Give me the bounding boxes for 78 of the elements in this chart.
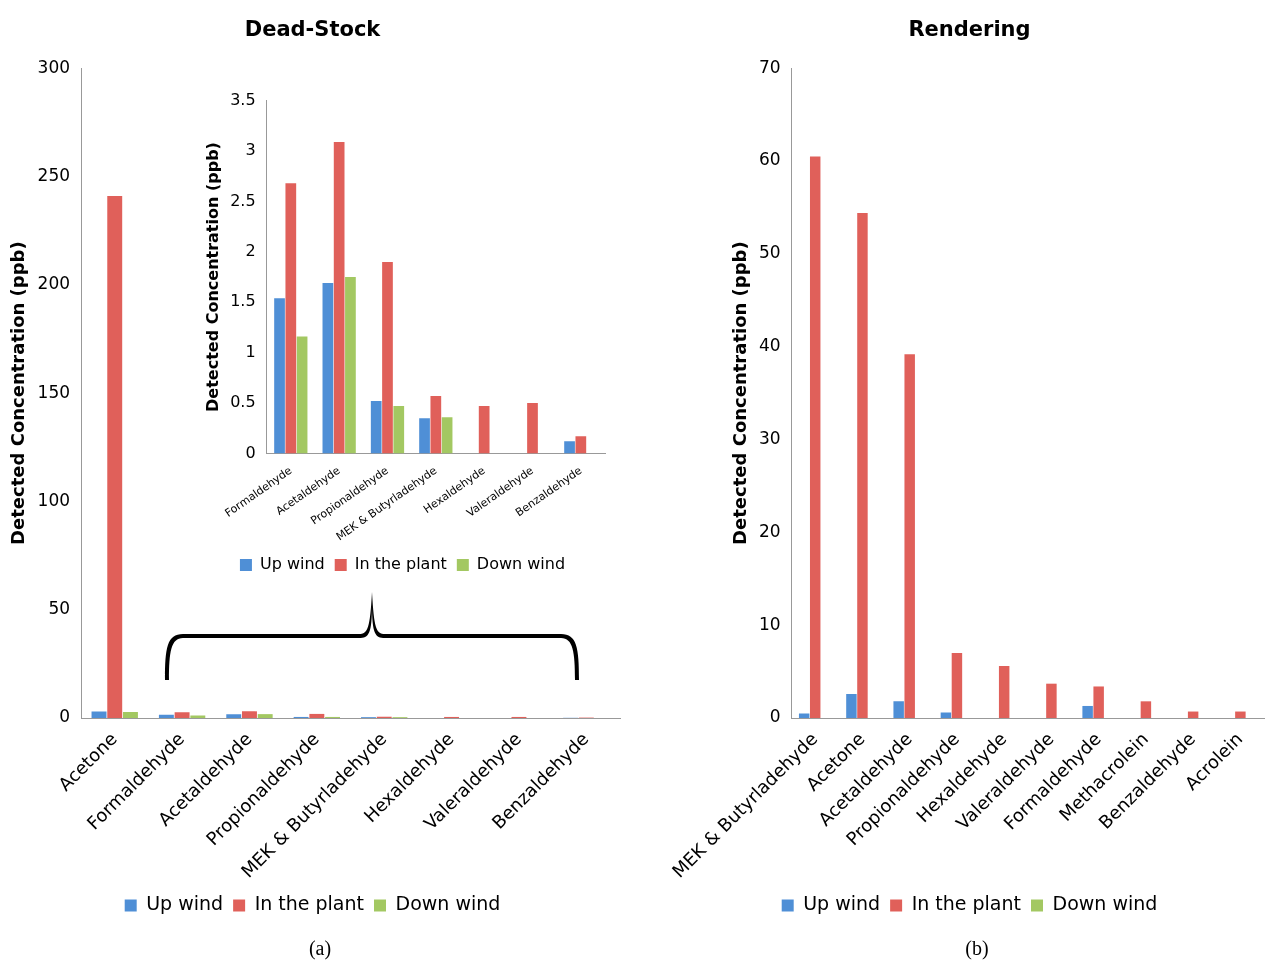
bar <box>478 406 490 454</box>
bar <box>846 693 857 719</box>
y-tick-label: 250 <box>37 164 71 185</box>
bar <box>190 715 206 719</box>
bar <box>441 417 453 454</box>
chart-title: Rendering <box>908 17 1031 42</box>
bar <box>296 336 308 454</box>
y-tick-label: 0 <box>59 706 71 727</box>
legend-label: Up wind <box>146 892 224 915</box>
bar <box>174 712 190 719</box>
y-tick-label: 300 <box>37 56 71 77</box>
bar <box>798 713 810 719</box>
bar <box>998 666 1010 719</box>
bar <box>274 298 285 454</box>
bar <box>904 354 915 719</box>
y-tick-label: 20 <box>758 520 781 541</box>
y-tick-label: 50 <box>758 242 781 263</box>
bar <box>893 701 904 719</box>
legend-label: In the plant <box>354 554 447 574</box>
legend-label: In the plant <box>254 892 365 915</box>
y-tick-label: 2 <box>245 240 256 260</box>
y-axis-title: Detected Concentration (ppb) <box>7 241 29 545</box>
bar <box>1082 705 1093 719</box>
bar <box>285 183 297 454</box>
bar <box>1235 711 1246 719</box>
y-tick-label: 0 <box>769 706 781 727</box>
bar <box>940 712 952 719</box>
bar <box>382 261 393 454</box>
bar <box>226 714 242 719</box>
y-tick-label: 200 <box>37 273 71 294</box>
y-tick-label: 30 <box>758 427 781 448</box>
bar <box>257 714 273 719</box>
legend-label: In the plant <box>911 892 1022 915</box>
bar <box>158 714 174 719</box>
chart-title: Dead-Stock <box>244 17 382 42</box>
y-tick-label: 70 <box>758 56 781 77</box>
bar <box>951 653 963 719</box>
y-tick-label: 1.5 <box>230 291 256 311</box>
legend-label: Down wind <box>1052 892 1158 915</box>
y-tick-label: 10 <box>758 613 781 634</box>
bar <box>107 196 123 719</box>
bar <box>857 213 868 719</box>
y-tick-label: 0 <box>245 442 256 462</box>
y-tick-label: 150 <box>37 381 71 402</box>
bar <box>419 418 430 454</box>
bar <box>370 401 382 454</box>
y-tick-label: 1 <box>245 341 256 361</box>
bar <box>430 395 442 454</box>
bar <box>333 141 345 454</box>
legend-label: Down wind <box>395 892 501 915</box>
bar <box>564 441 575 454</box>
bar <box>242 711 257 719</box>
bar <box>1046 683 1057 719</box>
bar <box>527 403 538 454</box>
y-axis-title: Detected Concentration (ppb) <box>202 142 222 412</box>
bar <box>322 283 334 454</box>
legend-label: Up wind <box>803 892 881 915</box>
bar <box>345 277 356 454</box>
legend-label: Down wind <box>476 554 566 574</box>
bar <box>575 436 587 454</box>
y-tick-label: 60 <box>758 149 781 170</box>
bar <box>309 713 325 719</box>
text: (a) <box>307 937 333 960</box>
y-tick-label: 50 <box>48 598 71 619</box>
legend-label: Up wind <box>259 554 325 574</box>
y-tick-label: 2.5 <box>230 190 256 210</box>
y-tick-label: 100 <box>37 489 71 510</box>
bar <box>809 156 821 719</box>
bar <box>1093 686 1104 719</box>
y-tick-label: 40 <box>758 335 781 356</box>
bar <box>122 711 138 719</box>
y-tick-label: 3.5 <box>230 89 256 109</box>
y-axis-title: Detected Concentration (ppb) <box>728 241 750 545</box>
bar <box>393 406 405 454</box>
bar <box>1140 701 1152 719</box>
text: (b) <box>964 937 990 960</box>
y-tick-label: 0.5 <box>230 392 256 412</box>
y-tick-label: 3 <box>245 140 256 160</box>
